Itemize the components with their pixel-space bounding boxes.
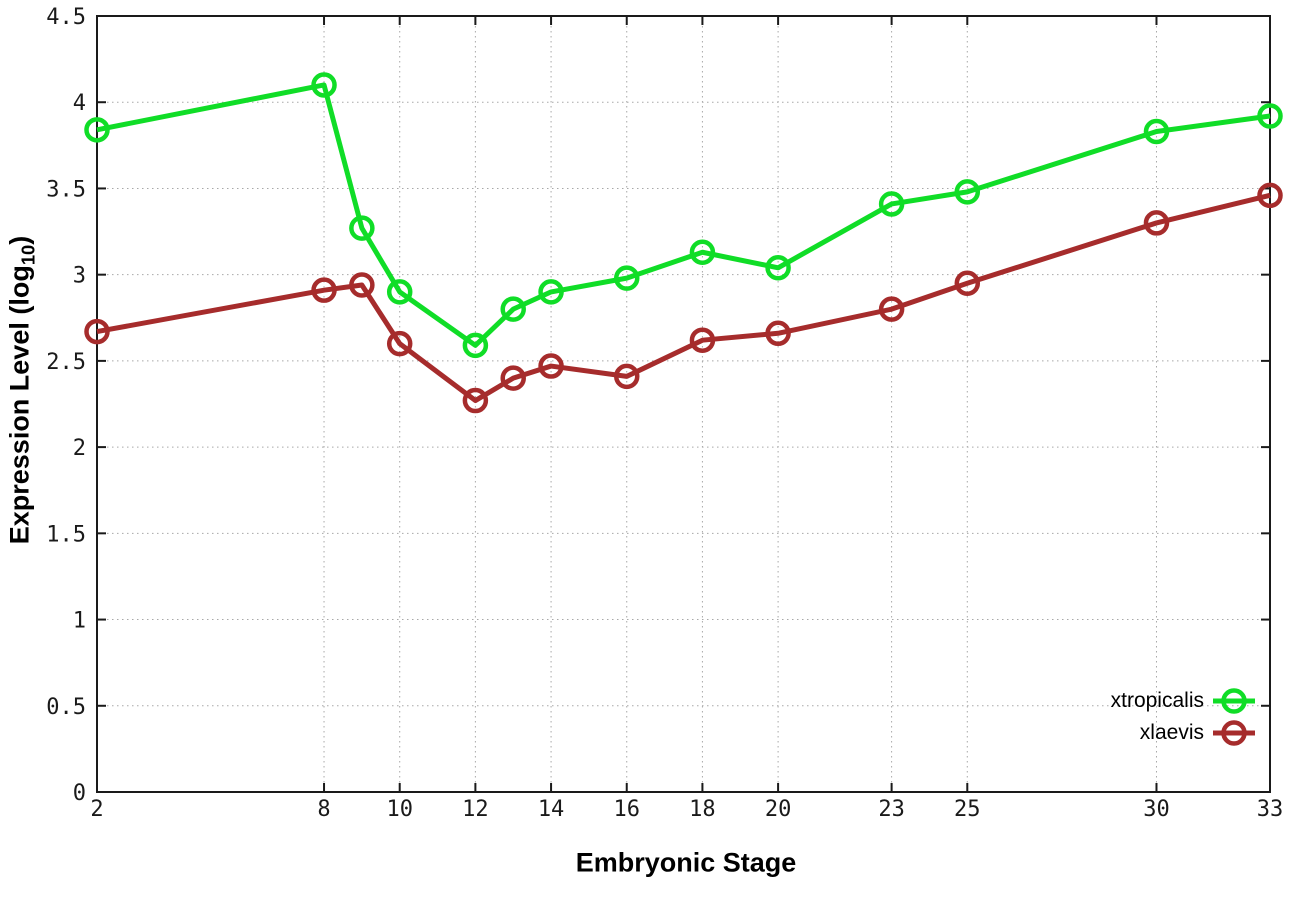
- data-point-xlaevis-stage-25: [954, 270, 981, 297]
- data-point-xtropicalis-stage-23: [878, 191, 905, 217]
- data-point-xlaevis-stage-16: [613, 363, 640, 390]
- data-point-xtropicalis-stage-20: [765, 255, 791, 281]
- data-point-xtropicalis-stage-10: [386, 279, 413, 305]
- data-point-xlaevis-stage-12: [462, 387, 489, 414]
- legend-label-xlaevis: xlaevis: [1139, 721, 1204, 744]
- legend-marker-xtropicalis-icon: [1213, 688, 1255, 714]
- data-point-xtropicalis-stage-8: [311, 72, 337, 98]
- data-point-xtropicalis-stage-33: [1257, 103, 1283, 129]
- data-point-xtropicalis-stage-13: [500, 296, 526, 322]
- series-markers-xtropicalis: [84, 72, 1283, 359]
- x-tick-label-33: 33: [1257, 797, 1284, 822]
- data-point-xtropicalis-stage-30: [1143, 118, 1170, 145]
- y-axis-title-subscript: 10: [17, 244, 39, 266]
- data-point-xtropicalis-stage-12: [462, 332, 489, 359]
- series-markers-xlaevis: [84, 182, 1283, 414]
- data-point-xtropicalis-stage-2: [84, 117, 110, 143]
- series-line-xtropicalis: [96, 82, 1271, 348]
- data-point-xtropicalis-stage-16: [613, 265, 640, 291]
- data-point-xlaevis-stage-20: [765, 320, 791, 347]
- legend: xtropicalis xlaevis: [1111, 687, 1256, 747]
- y-tick-label-3: 3: [73, 264, 86, 289]
- x-tick-label-25: 25: [954, 797, 981, 822]
- data-point-xtropicalis-stage-18: [689, 239, 716, 265]
- data-point-xlaevis-stage-8: [311, 277, 337, 303]
- data-point-xlaevis-stage-18: [689, 327, 716, 353]
- y-axis-title-text: Expression Level (log: [4, 265, 35, 545]
- legend-label-xtropicalis: xtropicalis: [1110, 689, 1204, 712]
- x-tick-label-14: 14: [538, 797, 565, 822]
- data-point-xtropicalis-stage-14: [538, 279, 564, 305]
- data-point-xlaevis-stage-9: [349, 272, 375, 298]
- legend-entry-xtropicalis: xtropicalis: [1111, 687, 1256, 715]
- x-tick-label-8: 8: [317, 797, 330, 822]
- x-tick-label-10: 10: [386, 797, 413, 822]
- x-tick-label-20: 20: [765, 797, 792, 822]
- y-tick-label-1: 1: [73, 609, 86, 634]
- y-tick-labels: 0 0.5 1 1.5 2 2.5 3 3.5 4 4.5: [46, 5, 86, 806]
- data-point-xlaevis-stage-23: [878, 296, 905, 322]
- y-axis-title-suffix: ): [4, 235, 35, 245]
- y-tick-label-4.5: 4.5: [46, 5, 86, 30]
- data-point-xlaevis-stage-33: [1257, 182, 1283, 209]
- x-tick-label-2: 2: [90, 797, 103, 822]
- series-line-xlaevis: [96, 192, 1271, 404]
- gridlines: [97, 16, 1270, 792]
- y-tick-label-4: 4: [73, 91, 86, 116]
- tick-marks: [96, 15, 1271, 793]
- x-tick-label-30: 30: [1143, 797, 1170, 822]
- y-tick-label-1.5: 1.5: [46, 522, 86, 547]
- plot-border: [96, 15, 1271, 793]
- x-axis-title: Embryonic Stage: [575, 847, 797, 878]
- y-tick-label-2: 2: [73, 436, 86, 461]
- legend-entry-xlaevis: xlaevis: [1111, 719, 1256, 747]
- data-point-xtropicalis-stage-9: [349, 215, 375, 241]
- legend-marker-xlaevis-icon: [1213, 720, 1255, 746]
- data-point-xlaevis-stage-14: [538, 353, 564, 379]
- y-tick-label-0.5: 0.5: [46, 695, 86, 720]
- x-tick-label-16: 16: [613, 797, 640, 822]
- data-point-xlaevis-stage-2: [84, 318, 110, 345]
- data-point-xlaevis-stage-13: [500, 365, 526, 391]
- x-tick-label-23: 23: [878, 797, 905, 822]
- y-tick-label-3.5: 3.5: [46, 177, 86, 202]
- data-point-xlaevis-stage-30: [1143, 210, 1170, 236]
- x-tick-label-18: 18: [689, 797, 716, 822]
- y-tick-label-0: 0: [73, 781, 86, 806]
- data-point-xtropicalis-stage-25: [954, 179, 981, 205]
- y-axis-title: Expression Level (log10): [4, 236, 39, 545]
- x-tick-labels: 2 8 10 12 14 16 18 20 23 25 30 33: [90, 797, 1283, 822]
- y-tick-label-2.5: 2.5: [46, 350, 86, 375]
- x-tick-label-12: 12: [462, 797, 489, 822]
- data-point-xlaevis-stage-10: [386, 330, 413, 357]
